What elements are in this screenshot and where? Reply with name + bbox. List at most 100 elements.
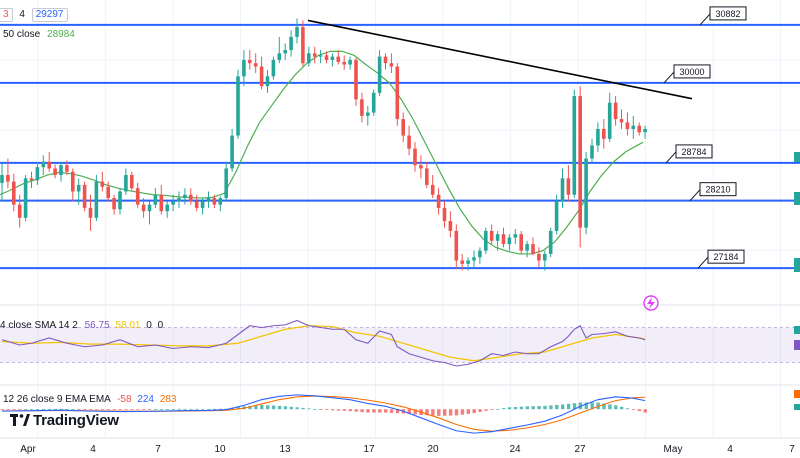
candle-body bbox=[537, 253, 541, 261]
candle bbox=[430, 175, 435, 199]
macd-histogram-bar bbox=[507, 407, 512, 410]
macd-histogram-bar bbox=[165, 409, 170, 410]
candle bbox=[454, 224, 459, 269]
candle-body bbox=[466, 260, 470, 264]
candle-body bbox=[177, 198, 181, 202]
price-scale-marker bbox=[794, 152, 800, 162]
candle bbox=[0, 163, 4, 202]
candle-body bbox=[631, 125, 636, 129]
candle bbox=[206, 191, 211, 208]
candle bbox=[41, 155, 46, 176]
candle bbox=[348, 56, 352, 70]
macd-histogram-bar bbox=[153, 409, 158, 410]
candles bbox=[0, 18, 647, 271]
candle bbox=[525, 240, 529, 258]
candle-body bbox=[366, 112, 370, 116]
candle-body bbox=[330, 56, 335, 60]
macd-value: 224 bbox=[137, 394, 154, 405]
x-tick-label: May bbox=[664, 444, 683, 455]
macd-histogram-bar bbox=[254, 405, 258, 410]
candle bbox=[23, 175, 28, 222]
candle bbox=[130, 171, 134, 192]
x-tick-label: 7 bbox=[155, 444, 161, 455]
candle-body bbox=[200, 201, 205, 208]
level-callout-30882 bbox=[699, 13, 711, 26]
candle bbox=[17, 194, 22, 228]
candle bbox=[478, 247, 482, 264]
macd-histogram-bar bbox=[513, 406, 518, 410]
candle-body bbox=[248, 59, 252, 64]
candle bbox=[71, 168, 75, 202]
macd-histogram-bar bbox=[496, 408, 500, 410]
macd-histogram-bar bbox=[295, 407, 299, 410]
candle-body bbox=[336, 56, 341, 62]
candle-body bbox=[212, 198, 217, 205]
candle bbox=[88, 194, 93, 231]
macd-histogram-bar bbox=[490, 409, 494, 411]
candle bbox=[65, 160, 69, 176]
level-label-box-28210 bbox=[699, 182, 737, 197]
candle bbox=[377, 50, 382, 97]
candle-body bbox=[413, 148, 417, 166]
candle-body bbox=[395, 66, 400, 120]
candle bbox=[200, 198, 205, 215]
candle bbox=[12, 173, 16, 212]
candle-body bbox=[301, 27, 305, 64]
candle bbox=[442, 201, 447, 228]
macd-histogram-bar bbox=[325, 409, 329, 411]
macd-histogram-bar bbox=[620, 406, 624, 410]
candle-body bbox=[348, 59, 352, 65]
ma50-line bbox=[0, 50, 644, 255]
x-tick-label: Apr bbox=[20, 444, 36, 455]
macd-histogram-bar bbox=[372, 409, 376, 413]
macd-histogram-bar bbox=[378, 409, 382, 413]
macd-histogram-bar bbox=[6, 409, 10, 411]
macd-histogram-bar bbox=[625, 408, 630, 410]
macd-histogram-bar bbox=[413, 409, 417, 415]
candle bbox=[484, 227, 488, 254]
macd-histogram-bar bbox=[177, 408, 181, 410]
tradingview-logo[interactable]: TradingView bbox=[10, 412, 119, 429]
candle bbox=[596, 122, 600, 152]
candle bbox=[218, 196, 223, 212]
candle bbox=[259, 56, 264, 90]
candle bbox=[324, 51, 329, 64]
macd-histogram-bar bbox=[519, 406, 524, 410]
macd-histogram-bar bbox=[24, 409, 28, 410]
candle bbox=[354, 57, 358, 106]
macd-histogram-bar bbox=[531, 406, 535, 410]
candle-body bbox=[472, 257, 476, 261]
macd-histogram-bar bbox=[112, 409, 116, 411]
rsi-line bbox=[1, 319, 646, 367]
x-tick-label: 27 bbox=[574, 444, 586, 455]
candle bbox=[578, 86, 582, 248]
candle bbox=[112, 194, 116, 215]
candle bbox=[519, 230, 523, 254]
candle-body bbox=[82, 184, 87, 208]
rsi-v3: 0 bbox=[146, 320, 152, 331]
candle bbox=[289, 30, 293, 57]
candle bbox=[572, 89, 577, 199]
candle-body bbox=[513, 234, 518, 238]
level-label-28210: 28210 bbox=[705, 185, 730, 195]
candle-body bbox=[230, 135, 234, 169]
macd-histogram-bar bbox=[437, 409, 441, 416]
candle bbox=[537, 247, 541, 268]
price-scale-marker bbox=[794, 258, 800, 272]
x-tick-label: 24 bbox=[509, 444, 521, 455]
candle-body bbox=[253, 63, 258, 67]
candle-body bbox=[53, 168, 57, 176]
flash-icon[interactable] bbox=[643, 295, 659, 311]
price-scale-marker bbox=[794, 192, 800, 205]
candle bbox=[230, 128, 234, 172]
candle-body bbox=[354, 59, 358, 100]
macd-histogram-bar bbox=[443, 409, 447, 416]
macd-histogram-bar bbox=[561, 404, 565, 410]
candle-body bbox=[377, 56, 382, 93]
macd-histogram-bar bbox=[366, 409, 370, 413]
ma-header: 50 close 28984 bbox=[3, 29, 75, 40]
macd-histogram-bar bbox=[342, 409, 347, 411]
level-label-28784: 28784 bbox=[681, 147, 706, 157]
macd-histogram-bar bbox=[431, 409, 435, 416]
macd-histogram-bar bbox=[59, 408, 63, 410]
